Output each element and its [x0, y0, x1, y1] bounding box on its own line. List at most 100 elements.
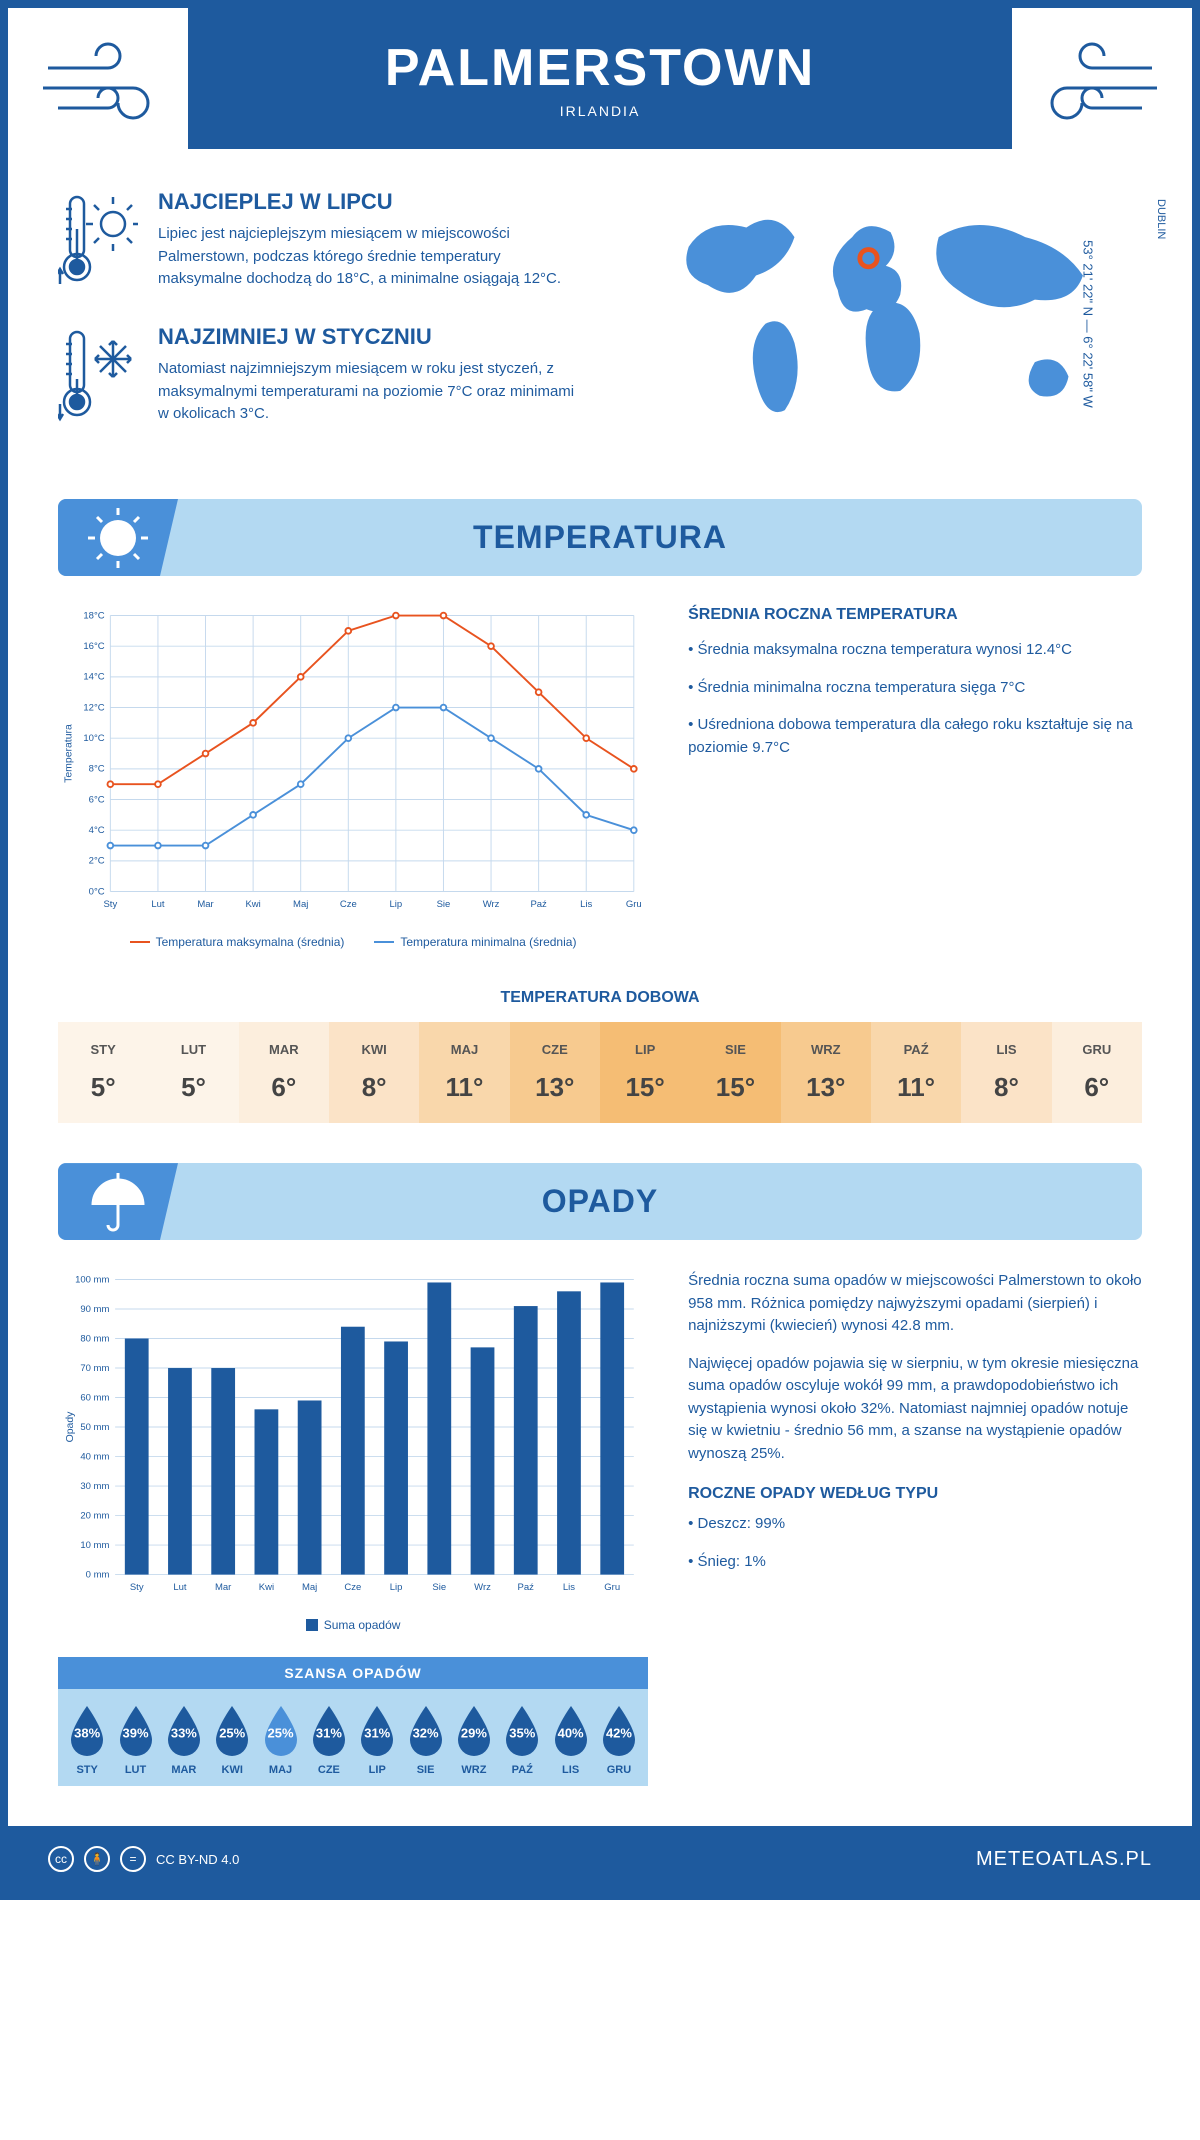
daily-temp-cell: MAR6° [239, 1022, 329, 1123]
header-banner: PALMERSTOWN IRLANDIA [188, 8, 1012, 149]
temp-bullet-0: • Średnia maksymalna roczna temperatura … [688, 639, 1142, 662]
license-text: CC BY-ND 4.0 [156, 1852, 239, 1867]
rain-type-0: • Deszcz: 99% [688, 1513, 1142, 1536]
thermometer-sun-icon [58, 189, 138, 294]
svg-text:Lip: Lip [390, 1582, 403, 1593]
chance-cell: 29% WRZ [450, 1704, 498, 1776]
svg-text:Lut: Lut [173, 1582, 187, 1593]
temp-legend: Temperatura maksymalna (średnia) Tempera… [58, 935, 648, 949]
temperature-summary: ŚREDNIA ROCZNA TEMPERATURA • Średnia mak… [688, 606, 1142, 949]
cc-icon: cc [48, 1846, 74, 1872]
svg-text:Lut: Lut [151, 899, 165, 910]
svg-text:Gru: Gru [626, 899, 642, 910]
svg-text:Maj: Maj [293, 899, 308, 910]
svg-text:30 mm: 30 mm [80, 1481, 109, 1492]
daily-temp-cell: CZE13° [510, 1022, 600, 1123]
footer-site: METEOATLAS.PL [976, 1848, 1152, 1871]
svg-text:Mar: Mar [197, 899, 213, 910]
legend-min-label: Temperatura minimalna (średnia) [400, 935, 576, 949]
svg-text:10°C: 10°C [83, 733, 104, 744]
svg-text:Lis: Lis [580, 899, 592, 910]
svg-text:Sty: Sty [130, 1582, 144, 1593]
svg-text:Mar: Mar [215, 1582, 231, 1593]
temperature-body: 0°C2°C4°C6°C8°C10°C12°C14°C16°C18°CStyLu… [58, 606, 1142, 949]
city-near-label: DUBLIN [1155, 199, 1167, 239]
by-icon: 🧍 [84, 1846, 110, 1872]
rain-section-header: OPADY [58, 1163, 1142, 1240]
rain-legend: Suma opadów [58, 1618, 648, 1632]
rain-type-1: • Śnieg: 1% [688, 1551, 1142, 1574]
chance-cell: 38% STY [63, 1704, 111, 1776]
daily-temp-cell: PAŹ11° [871, 1022, 961, 1123]
svg-text:10 mm: 10 mm [80, 1540, 109, 1551]
svg-text:2°C: 2°C [89, 856, 105, 867]
svg-text:Temperatura: Temperatura [63, 724, 74, 783]
chance-cell: 25% KWI [208, 1704, 256, 1776]
svg-text:18°C: 18°C [83, 610, 104, 621]
svg-text:4°C: 4°C [89, 825, 105, 836]
temperature-section-header: TEMPERATURA [58, 499, 1142, 576]
map-column: DUBLIN 53° 21' 22" N — 6° 22' 58" W [620, 189, 1142, 459]
svg-text:80 mm: 80 mm [80, 1333, 109, 1344]
content-area: NAJCIEPLEJ W LIPCU Lipiec jest najcieple… [8, 149, 1192, 1826]
coldest-fact: NAJZIMNIEJ W STYCZNIU Natomiast najzimni… [58, 324, 580, 429]
daily-temp-cell: SIE15° [690, 1022, 780, 1123]
svg-text:0 mm: 0 mm [86, 1569, 110, 1580]
svg-text:Gru: Gru [604, 1582, 620, 1593]
svg-text:Wrz: Wrz [483, 899, 500, 910]
daily-temp-row: STY5°LUT5°MAR6°KWI8°MAJ11°CZE13°LIP15°SI… [58, 1022, 1142, 1123]
nd-icon: = [120, 1846, 146, 1872]
chance-row: 38% STY 39% LUT 33% MAR 25% [58, 1689, 648, 1786]
chance-cell: 39% LUT [111, 1704, 159, 1776]
rain-chart-column: 0 mm10 mm20 mm30 mm40 mm50 mm60 mm70 mm8… [58, 1270, 648, 1786]
rain-body: 0 mm10 mm20 mm30 mm40 mm50 mm60 mm70 mm8… [58, 1270, 1142, 1786]
temp-bullet-1: • Średnia minimalna roczna temperatura s… [688, 677, 1142, 700]
svg-text:Kwi: Kwi [245, 899, 260, 910]
svg-text:14°C: 14°C [83, 672, 104, 683]
daily-temp-cell: KWI8° [329, 1022, 419, 1123]
coldest-title: NAJZIMNIEJ W STYCZNIU [158, 324, 580, 350]
chance-block: SZANSA OPADÓW 38% STY 39% LUT 3 [58, 1657, 648, 1786]
world-map [620, 189, 1142, 439]
svg-text:Wrz: Wrz [474, 1582, 491, 1593]
chance-cell: 31% CZE [305, 1704, 353, 1776]
svg-text:Lip: Lip [390, 899, 403, 910]
city-title: PALMERSTOWN [208, 38, 992, 98]
chance-cell: 31% LIP [353, 1704, 401, 1776]
svg-text:Paź: Paź [518, 1582, 535, 1593]
svg-text:70 mm: 70 mm [80, 1363, 109, 1374]
rain-by-type-heading: ROCZNE OPADY WEDŁUG TYPU [688, 1485, 1142, 1503]
svg-text:Cze: Cze [340, 899, 357, 910]
daily-temp-cell: WRZ13° [781, 1022, 871, 1123]
rain-p1: Średnia roczna suma opadów w miejscowośc… [688, 1270, 1142, 1338]
temp-summary-heading: ŚREDNIA ROCZNA TEMPERATURA [688, 606, 1142, 624]
svg-text:40 mm: 40 mm [80, 1451, 109, 1462]
chance-cell: 25% MAJ [256, 1704, 304, 1776]
rain-heading: OPADY [78, 1183, 1122, 1220]
temp-bullet-2: • Uśredniona dobowa temperatura dla całe… [688, 714, 1142, 759]
svg-text:Sie: Sie [437, 899, 451, 910]
wind-decoration-left [38, 38, 178, 133]
warmest-title: NAJCIEPLEJ W LIPCU [158, 189, 580, 215]
wind-decoration-right [1022, 38, 1162, 133]
daily-temp-cell: LUT5° [148, 1022, 238, 1123]
svg-text:Lis: Lis [563, 1582, 575, 1593]
rain-p2: Najwięcej opadów pojawia się w sierpniu,… [688, 1353, 1142, 1466]
footer-license: cc 🧍 = CC BY-ND 4.0 [48, 1846, 239, 1872]
page-root: PALMERSTOWN IRLANDIA [0, 0, 1200, 1900]
daily-temp-heading: TEMPERATURA DOBOWA [58, 989, 1142, 1007]
chance-cell: 32% SIE [401, 1704, 449, 1776]
rain-summary: Średnia roczna suma opadów w miejscowośc… [688, 1270, 1142, 1786]
temperature-heading: TEMPERATURA [78, 519, 1122, 556]
daily-temp-cell: LIS8° [961, 1022, 1051, 1123]
svg-text:60 mm: 60 mm [80, 1392, 109, 1403]
thermometer-snow-icon [58, 324, 138, 429]
country-label: IRLANDIA [208, 103, 992, 119]
footer: cc 🧍 = CC BY-ND 4.0 METEOATLAS.PL [8, 1826, 1192, 1892]
svg-text:100 mm: 100 mm [75, 1274, 109, 1285]
svg-text:Maj: Maj [302, 1582, 317, 1593]
chance-cell: 35% PAŹ [498, 1704, 546, 1776]
svg-text:16°C: 16°C [83, 641, 104, 652]
chance-cell: 33% MAR [160, 1704, 208, 1776]
svg-text:Kwi: Kwi [259, 1582, 274, 1593]
